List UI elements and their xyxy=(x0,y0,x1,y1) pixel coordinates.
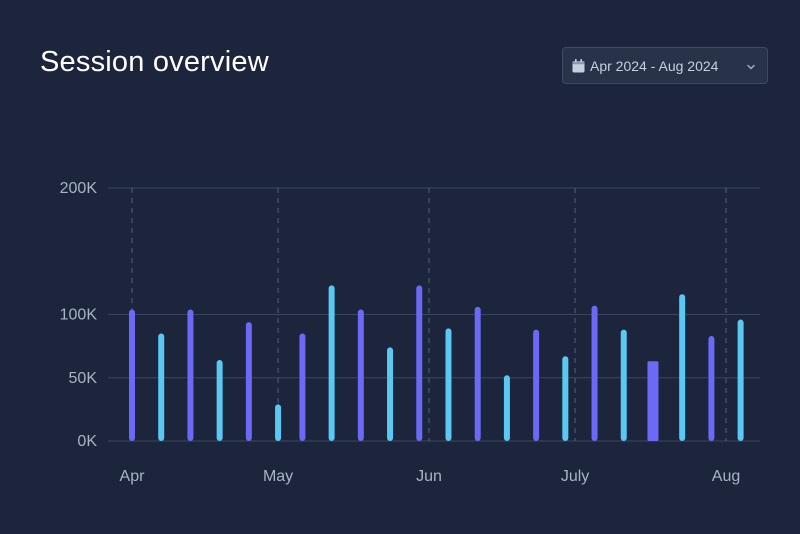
x-tick-label: Aug xyxy=(712,468,740,485)
chart-grid xyxy=(108,187,760,442)
x-tick-label: May xyxy=(263,468,293,485)
bar-2024-05-24 xyxy=(387,347,394,441)
bar-2024-06-11 xyxy=(474,306,481,441)
x-tick-label: July xyxy=(561,468,589,485)
bar-2024-06-23 xyxy=(533,329,540,441)
y-tick-label: 100K xyxy=(60,307,98,324)
chevron-down-icon xyxy=(745,60,757,72)
y-tick-label: 50K xyxy=(69,370,98,387)
bar-2024-05-12 xyxy=(328,285,335,441)
y-tick-label: 200K xyxy=(60,180,98,197)
bar-2024-05-18 xyxy=(357,309,364,441)
bar-2024-06-17 xyxy=(503,375,510,441)
bar-2024-07-05 xyxy=(591,305,598,441)
bar-2024-04-19 xyxy=(216,360,223,441)
bar-2024-05-06 xyxy=(299,333,306,441)
bar-2024-07-29 xyxy=(708,336,715,441)
y-tick-label: 0K xyxy=(77,433,97,450)
bar-2024-06-05 xyxy=(445,328,452,441)
bar-2024-04-07 xyxy=(158,333,165,441)
chart-bars xyxy=(129,285,744,441)
date-range-picker[interactable]: Apr 2024 - Aug 2024 xyxy=(562,47,768,84)
bar-2024-07-23 xyxy=(679,294,686,441)
bar-2024-04-01 xyxy=(129,309,135,441)
y-axis-ticks: 0K 50K 100K 200K xyxy=(60,180,98,450)
bar-2024-07-17 xyxy=(647,361,659,441)
bar-2024-04-13 xyxy=(187,309,194,441)
date-range-label: Apr 2024 - Aug 2024 xyxy=(590,57,719,74)
bar-2024-08-04 xyxy=(737,319,744,441)
bar-2024-05-01 xyxy=(275,404,282,441)
x-axis-ticks: Apr May Jun July Aug xyxy=(120,468,741,485)
bar-2024-06-29 xyxy=(562,356,569,441)
bar-2024-04-25 xyxy=(245,322,252,441)
x-tick-label: Apr xyxy=(120,468,146,485)
page-title: Session overview xyxy=(40,46,269,78)
x-tick-label: Jun xyxy=(416,468,442,485)
bar-2024-07-11 xyxy=(620,329,627,441)
bar-2024-05-30 xyxy=(416,285,423,441)
calendar-icon xyxy=(572,58,585,73)
